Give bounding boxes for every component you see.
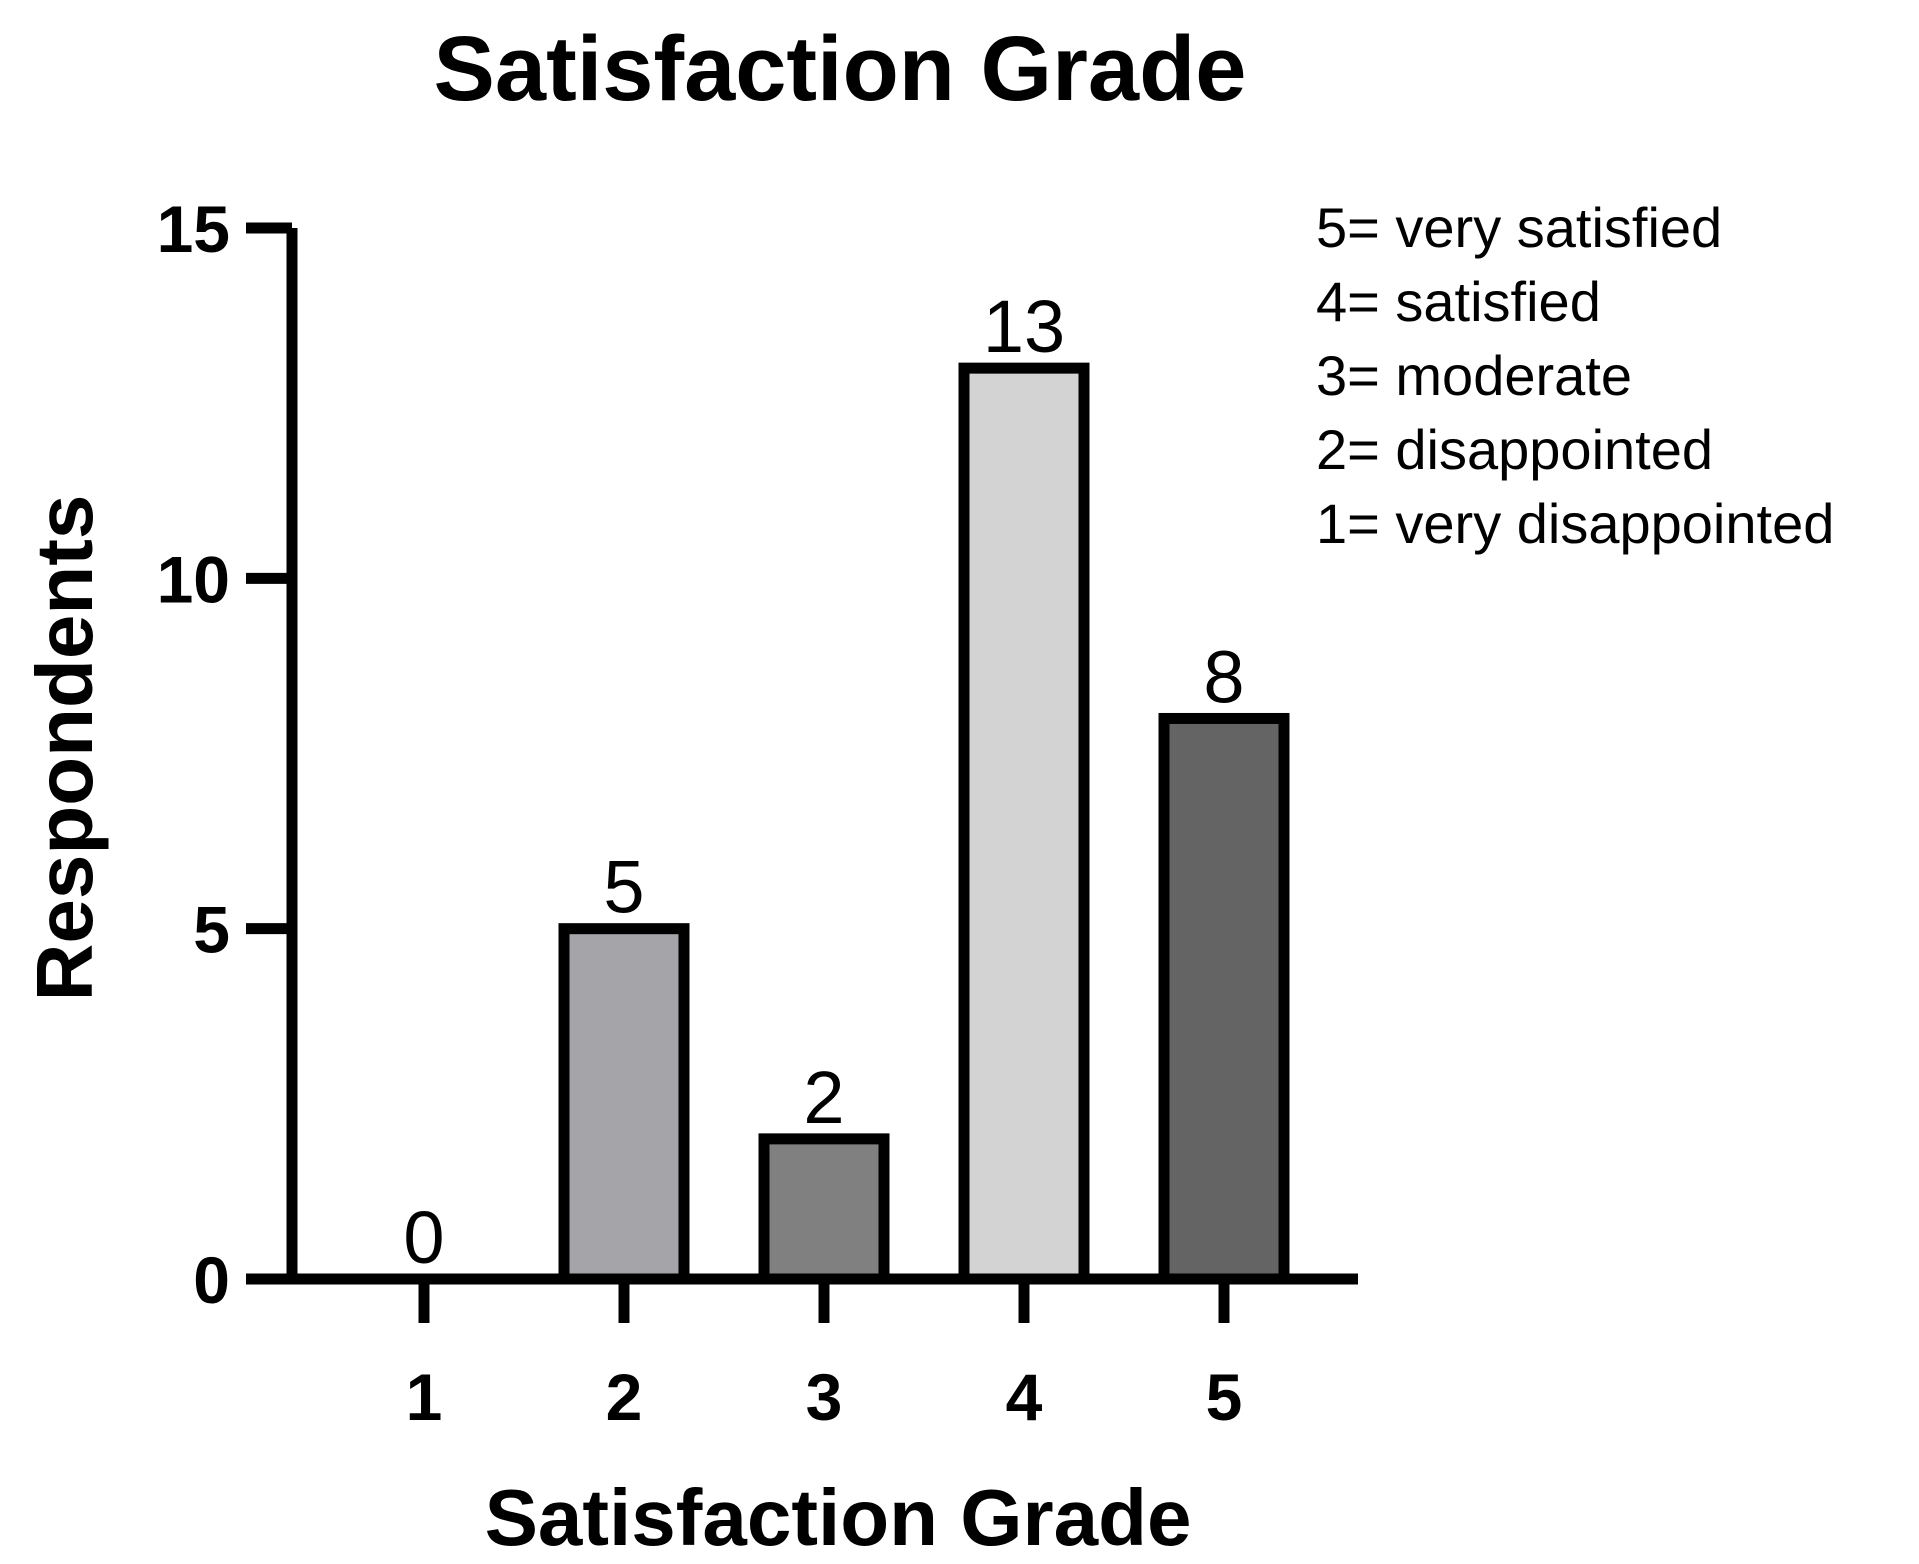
bar-3 xyxy=(758,1133,890,1285)
bar-4 xyxy=(958,362,1090,1285)
grade-key-item: 2= disappointed xyxy=(1316,418,1713,481)
bars-layer xyxy=(558,362,1290,1285)
x-axis-label: Satisfaction Grade xyxy=(485,1473,1192,1562)
grade-key-item: 4= satisfied xyxy=(1316,270,1601,333)
y-tick-label-15: 15 xyxy=(157,192,230,266)
data-label-4: 13 xyxy=(983,285,1065,368)
bar-2 xyxy=(558,923,690,1285)
y-tick-label-5: 5 xyxy=(193,893,230,967)
y-axis-label: Respondents xyxy=(20,495,109,1002)
data-label-3: 2 xyxy=(803,1056,844,1139)
chart-title: Satisfaction Grade xyxy=(434,18,1247,120)
x-tick-label-3: 3 xyxy=(806,1360,843,1434)
x-tick-label-2: 2 xyxy=(606,1360,643,1434)
x-tick-label-1: 1 xyxy=(406,1360,443,1434)
bar-5 xyxy=(1158,712,1290,1285)
data-label-1: 0 xyxy=(403,1196,444,1279)
y-tick-label-10: 10 xyxy=(157,542,230,616)
grade-key-item: 5= very satisfied xyxy=(1316,196,1722,259)
grade-key-item: 3= moderate xyxy=(1316,344,1632,407)
x-tick-label-5: 5 xyxy=(1206,1360,1243,1434)
grade-key: 5= very satisfied 4= satisfied 3= moderate… xyxy=(1316,196,1834,555)
grade-key-item: 1= very disappointed xyxy=(1316,492,1834,555)
data-label-2: 5 xyxy=(603,846,644,929)
x-ticks-layer: 1 2 3 4 5 xyxy=(406,1279,1243,1434)
data-labels-layer: 0 5 2 13 8 xyxy=(403,285,1244,1279)
y-ticks-layer: 0 5 10 15 xyxy=(157,192,292,1317)
y-tick-label-0: 0 xyxy=(193,1243,230,1317)
data-label-5: 8 xyxy=(1203,635,1244,718)
x-tick-label-4: 4 xyxy=(1006,1360,1043,1434)
